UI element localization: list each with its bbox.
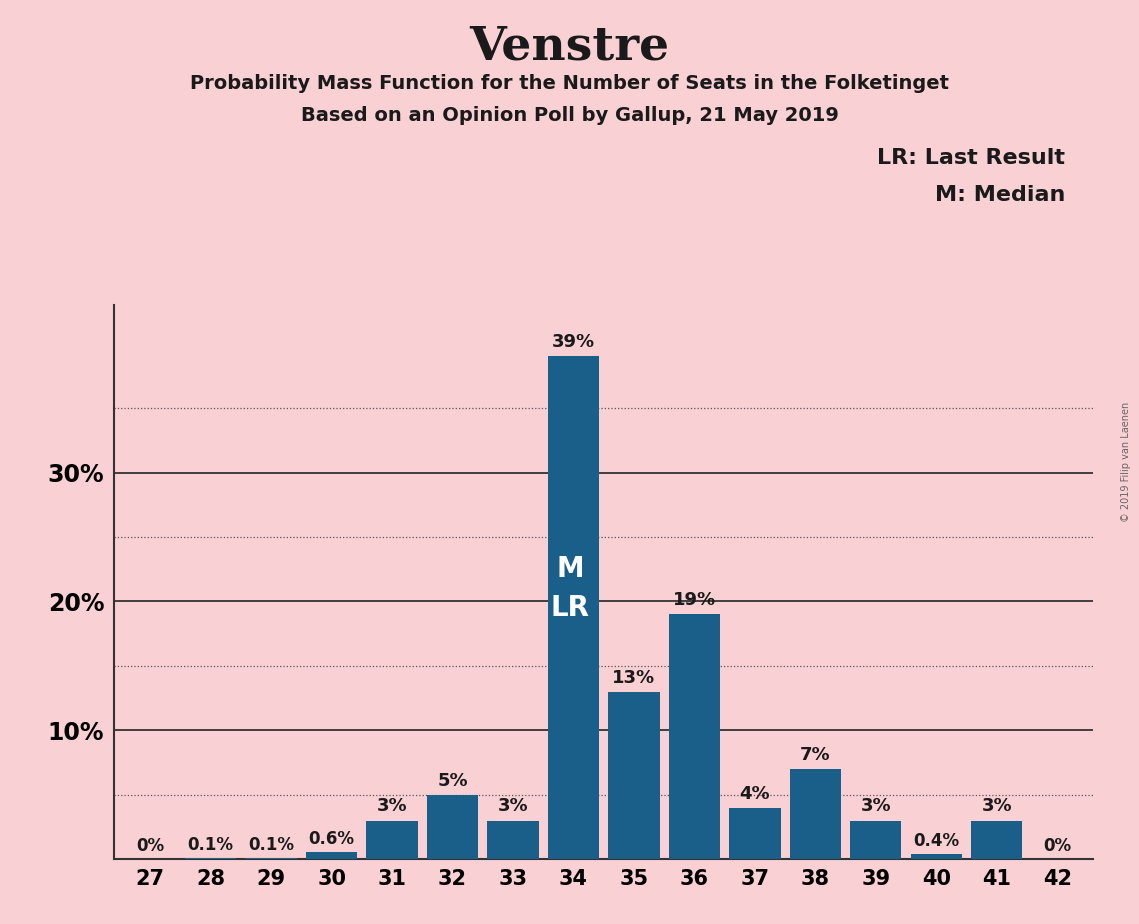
Text: 5%: 5% <box>437 772 468 790</box>
Text: M: M <box>557 555 584 583</box>
Text: © 2019 Filip van Laenen: © 2019 Filip van Laenen <box>1121 402 1131 522</box>
Text: 19%: 19% <box>673 591 716 609</box>
Text: Venstre: Venstre <box>469 23 670 69</box>
Bar <box>245 858 297 859</box>
Text: 0%: 0% <box>1043 837 1071 856</box>
Text: 0.6%: 0.6% <box>309 830 354 847</box>
Text: 3%: 3% <box>498 797 528 816</box>
Bar <box>789 769 841 859</box>
Text: 0.1%: 0.1% <box>188 836 233 854</box>
Text: M: Median: M: Median <box>935 185 1065 205</box>
Text: LR: LR <box>551 594 590 622</box>
Bar <box>910 854 962 859</box>
Text: 4%: 4% <box>739 784 770 803</box>
Text: 3%: 3% <box>982 797 1013 816</box>
Text: Based on an Opinion Poll by Gallup, 21 May 2019: Based on an Opinion Poll by Gallup, 21 M… <box>301 106 838 126</box>
Text: 13%: 13% <box>613 669 655 687</box>
Text: 0.1%: 0.1% <box>248 836 294 854</box>
Bar <box>367 821 418 859</box>
Bar <box>972 821 1023 859</box>
Bar <box>729 808 780 859</box>
Bar <box>185 858 237 859</box>
Text: 0%: 0% <box>137 837 164 856</box>
Text: LR: Last Result: LR: Last Result <box>877 148 1065 168</box>
Text: 3%: 3% <box>377 797 408 816</box>
Text: Probability Mass Function for the Number of Seats in the Folketinget: Probability Mass Function for the Number… <box>190 74 949 93</box>
Bar <box>850 821 901 859</box>
Bar <box>608 692 659 859</box>
Text: 39%: 39% <box>552 334 595 351</box>
Bar <box>306 852 358 859</box>
Text: 0.4%: 0.4% <box>913 833 959 850</box>
Bar <box>427 795 478 859</box>
Bar <box>548 357 599 859</box>
Text: 3%: 3% <box>860 797 891 816</box>
Bar <box>487 821 539 859</box>
Bar <box>669 614 720 859</box>
Text: 7%: 7% <box>800 746 830 764</box>
